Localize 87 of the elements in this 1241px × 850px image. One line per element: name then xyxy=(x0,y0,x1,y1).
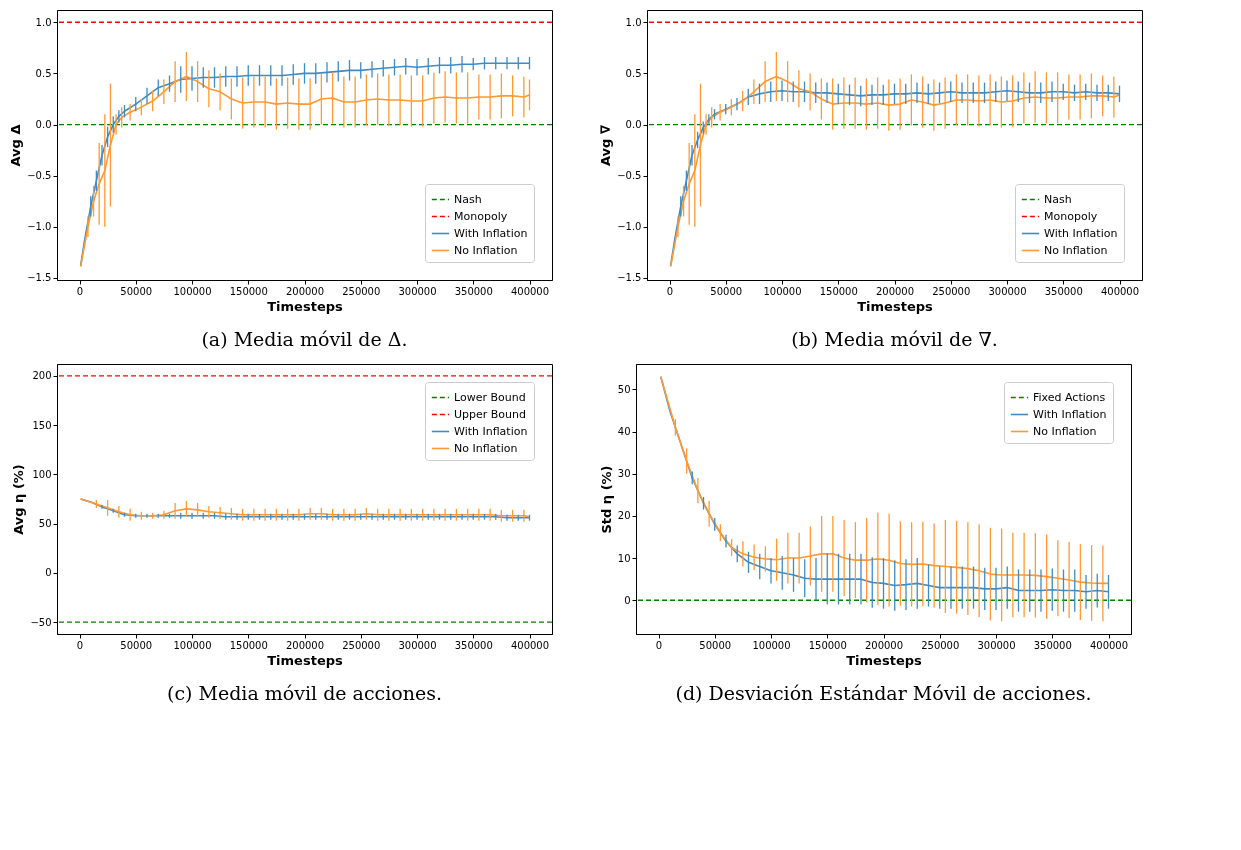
x-tick-label: 50000 xyxy=(710,285,743,297)
y-tick-label: 200 xyxy=(32,370,52,382)
y-tick-label: −0.5 xyxy=(27,170,52,182)
x-tick-label: 250000 xyxy=(342,285,381,297)
x-tick-label: 50000 xyxy=(120,285,153,297)
x-tick-label: 100000 xyxy=(173,285,212,297)
x-tick-label: 200000 xyxy=(875,285,915,297)
legend-label: Lower Bound xyxy=(454,390,526,404)
y-tick-label: 0 xyxy=(624,594,631,606)
x-tick-label: 350000 xyxy=(1033,639,1072,651)
x-axis-title: Timesteps xyxy=(857,298,934,314)
legend-label: Monopoly xyxy=(1044,209,1098,223)
y-tick-label: 1.0 xyxy=(35,16,52,28)
x-tick-label: 0 xyxy=(76,639,84,651)
legend-label: Upper Bound xyxy=(454,407,527,421)
legend-label: With Inflation xyxy=(454,424,528,438)
text: (a) Media móvil de Δ. xyxy=(201,328,408,350)
x-tick-label: 250000 xyxy=(932,285,971,297)
legend-label: Fixed Actions xyxy=(1033,390,1106,404)
legend-label: No Inflation xyxy=(454,243,518,257)
legend-label: Nash xyxy=(454,192,482,206)
x-tick-label: 350000 xyxy=(454,285,493,297)
x-tick-label: 150000 xyxy=(819,285,858,297)
y-tick-label: −1.0 xyxy=(27,221,52,233)
text: (b) Media móvil de ∇. xyxy=(791,328,998,350)
x-tick-label: 400000 xyxy=(1089,639,1129,651)
legend-label: With Inflation xyxy=(1033,407,1107,421)
legend-label: Nash xyxy=(1044,192,1072,206)
y-tick-label: −1.5 xyxy=(27,272,52,284)
y-tick-label: 0 xyxy=(45,567,52,579)
x-tick-label: 300000 xyxy=(398,285,437,297)
y-tick-label: 0.0 xyxy=(625,119,642,131)
y-axis-title: Avg Δ xyxy=(8,124,24,167)
text: (d) Desviación Estándar Móvil de acciones. xyxy=(675,682,1092,704)
x-tick-label: 150000 xyxy=(808,639,847,651)
y-tick-label: 30 xyxy=(617,468,631,480)
y-tick-label: −1.0 xyxy=(617,221,642,233)
x-tick-label: 0 xyxy=(76,285,84,297)
x-tick-label: 300000 xyxy=(988,285,1027,297)
x-tick-label: 250000 xyxy=(921,639,960,651)
x-tick-label: 300000 xyxy=(977,639,1016,651)
y-tick-label: 150 xyxy=(32,419,52,431)
x-tick-label: 50000 xyxy=(120,639,153,651)
x-tick-label: 350000 xyxy=(1044,285,1083,297)
y-tick-label: 50 xyxy=(38,518,52,530)
x-tick-label: 0 xyxy=(655,639,663,651)
x-tick-label: 150000 xyxy=(229,639,268,651)
x-tick-label: 300000 xyxy=(398,639,437,651)
x-tick-label: 400000 xyxy=(1100,285,1140,297)
y-tick-label: 100 xyxy=(32,468,52,480)
legend-label: With Inflation xyxy=(1044,226,1118,240)
x-tick-label: 250000 xyxy=(342,639,381,651)
x-tick-label: 400000 xyxy=(510,639,550,651)
y-tick-label: 10 xyxy=(617,552,631,564)
x-axis-title: Timesteps xyxy=(267,298,344,314)
y-axis-title: Avg η (%) xyxy=(11,464,27,535)
x-axis-title: Timesteps xyxy=(846,652,923,668)
x-tick-label: 150000 xyxy=(229,285,268,297)
legend-label: No Inflation xyxy=(1033,424,1097,438)
y-tick-label: 20 xyxy=(617,510,631,522)
legend-label: No Inflation xyxy=(454,441,518,455)
y-tick-label: 50 xyxy=(617,383,631,395)
x-tick-label: 200000 xyxy=(285,639,325,651)
y-axis-title: Avg ∇ xyxy=(598,124,614,166)
y-tick-label: 0.5 xyxy=(625,67,642,79)
legend-label: No Inflation xyxy=(1044,243,1108,257)
y-tick-label: 1.0 xyxy=(625,16,642,28)
x-tick-label: 400000 xyxy=(510,285,550,297)
x-tick-label: 0 xyxy=(666,285,674,297)
x-tick-label: 100000 xyxy=(763,285,802,297)
y-axis-title: Std η (%) xyxy=(598,465,614,534)
x-tick-label: 350000 xyxy=(454,639,493,651)
y-tick-label: −50 xyxy=(30,616,52,628)
y-tick-label: 40 xyxy=(617,426,631,437)
x-tick-label: 100000 xyxy=(752,639,791,651)
y-tick-label: −0.5 xyxy=(617,170,642,182)
x-tick-label: 200000 xyxy=(285,285,325,297)
y-tick-label: −1.5 xyxy=(617,272,642,284)
legend-label: With Inflation xyxy=(454,226,528,240)
legend-label: Monopoly xyxy=(454,209,508,223)
x-tick-label: 100000 xyxy=(173,639,212,651)
x-axis-title: Timesteps xyxy=(267,652,344,668)
x-tick-label: 50000 xyxy=(699,639,732,651)
text: (c) Media móvil de acciones. xyxy=(166,682,443,704)
y-tick-label: 0.0 xyxy=(35,119,52,131)
y-tick-label: 0.5 xyxy=(35,67,52,79)
x-tick-label: 200000 xyxy=(864,639,904,651)
